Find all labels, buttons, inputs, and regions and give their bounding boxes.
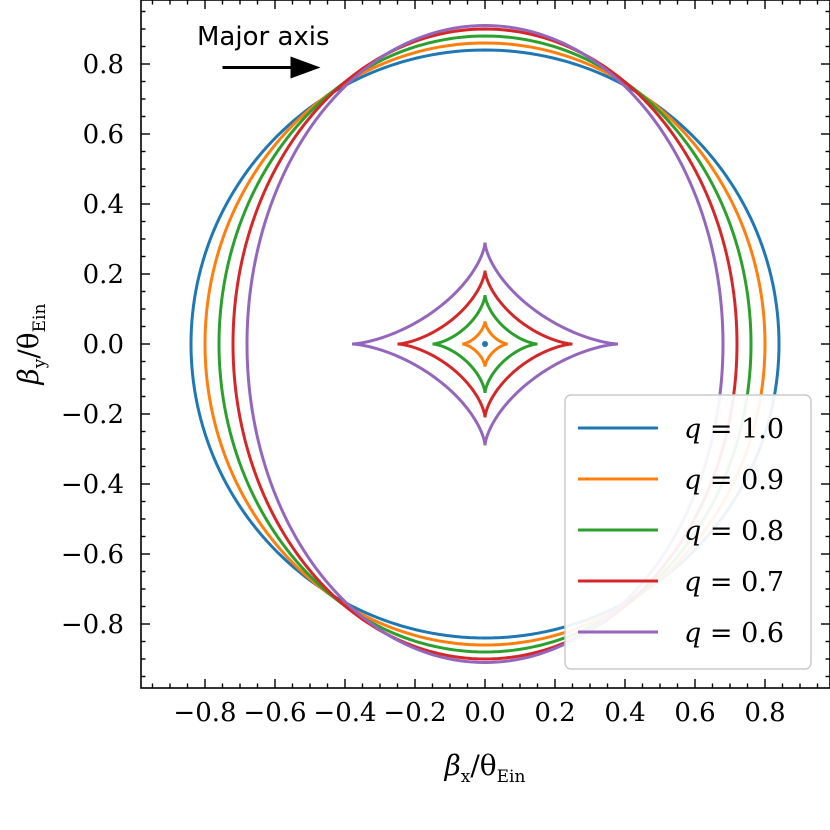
x-tick-label: 0.0 (464, 698, 505, 728)
inner-caustic-4 (397, 270, 573, 418)
y-tick-label: 0.4 (83, 190, 124, 220)
ticks-group (141, 0, 830, 688)
x-tick-label: −0.4 (313, 698, 376, 728)
y-axis-title: βy/θEin (12, 304, 50, 386)
legend-label-1: q = 1.0 (684, 414, 784, 445)
x-tick-label: 0.8 (744, 698, 785, 728)
y-tick-label: 0.0 (83, 330, 124, 360)
x-tick-label: 0.4 (604, 698, 645, 728)
y-tick-label: −0.8 (61, 610, 124, 640)
x-tick-label: 0.2 (534, 698, 575, 728)
x-tick-label: 0.6 (674, 698, 715, 728)
y-tick-label: 0.2 (83, 260, 124, 290)
x-tick-label: −0.2 (383, 698, 446, 728)
legend-entries: q = 1.0 q = 0.9 q = 0.8 q = 0.7 q = 0.6 (578, 414, 784, 649)
legend: q = 1.0 q = 0.9 q = 0.8 q = 0.7 q = 0.6 (564, 394, 812, 670)
inner-caustic-point-1 (482, 341, 488, 347)
tick-labels-group: −0.8 −0.6 −0.4 −0.2 0.0 0.2 0.4 0.6 0.80.80.60.4… (61, 50, 786, 728)
annotation-text: Major axis (197, 22, 330, 52)
legend-label-3: q = 0.8 (684, 516, 784, 547)
y-tick-label: −0.4 (61, 470, 124, 500)
y-tick-label: 0.6 (83, 120, 124, 150)
legend-label-5: q = 0.6 (684, 618, 784, 649)
x-tick-label: −0.6 (243, 698, 306, 728)
x-tick-label: −0.8 (173, 698, 236, 728)
inner-caustic-5 (352, 242, 618, 446)
major-axis-annotation: Major axis (197, 22, 330, 79)
annotation-arrow-head (290, 56, 321, 79)
x-axis-title: βx/θEin (444, 749, 526, 787)
inner-caustic-3 (432, 294, 538, 394)
legend-box (564, 394, 812, 670)
y-tick-label: −0.6 (61, 540, 124, 570)
y-tick-label: 0.8 (83, 50, 124, 80)
legend-label-2: q = 0.9 (684, 465, 784, 496)
legend-label-4: q = 0.7 (684, 567, 784, 598)
y-tick-label: −0.2 (61, 400, 124, 430)
inner-caustic-2 (462, 321, 508, 367)
